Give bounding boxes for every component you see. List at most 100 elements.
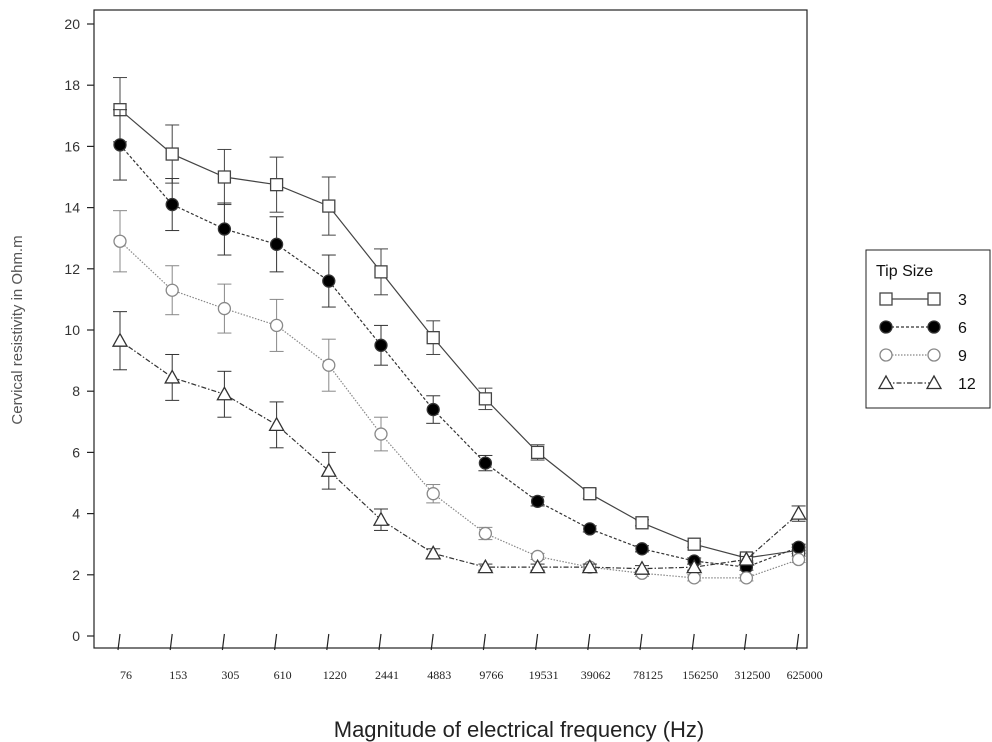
y-axis-title: Cervical resistivity in Ohm.m (9, 235, 26, 424)
data-point (216, 385, 233, 401)
legend-label: 12 (958, 376, 976, 393)
data-point (635, 516, 649, 530)
data-point (478, 526, 493, 541)
data-point (372, 511, 390, 526)
data-point (322, 199, 336, 213)
x-tick (117, 633, 121, 651)
y-axis: 0 2 4 6 8 10 12 14 16 18 20 (64, 16, 94, 644)
x-tick (326, 633, 330, 651)
x-tick-label: 4883 (427, 668, 451, 682)
data-point (687, 571, 701, 585)
legend-marker-end (927, 348, 941, 362)
x-tick-label: 39062 (581, 668, 611, 682)
data-point (686, 558, 703, 574)
x-axis-title: Magnitude of electrical frequency (Hz) (334, 717, 705, 742)
data-point (217, 170, 232, 184)
x-tick (535, 633, 539, 651)
x-tick-label: 312500 (734, 668, 770, 682)
y-tick-label: 18 (64, 77, 80, 93)
data-point (583, 487, 597, 501)
x-tick (221, 633, 225, 651)
data-point (791, 540, 806, 554)
y-tick-label: 16 (64, 138, 80, 154)
y-tick-label: 20 (64, 16, 80, 32)
legend-label: 6 (958, 320, 967, 337)
series-6 (113, 109, 806, 574)
legend-label: 9 (958, 348, 967, 365)
data-point (529, 558, 546, 574)
data-point (165, 283, 179, 297)
x-tick-label: 76 (120, 668, 132, 682)
series-12 (111, 311, 807, 575)
data-point (478, 456, 493, 470)
x-tick (691, 633, 695, 651)
data-point (269, 237, 284, 251)
legend-item-9: 9 (879, 348, 967, 365)
legend-title: Tip Size (876, 263, 933, 280)
x-tick-label: 78125 (633, 668, 663, 682)
x-tick (796, 633, 800, 651)
data-point (426, 402, 440, 417)
series-9 (113, 210, 806, 585)
x-tick-label: 610 (274, 668, 292, 682)
x-tick (169, 633, 173, 651)
data-point (165, 197, 179, 212)
legend-marker-start (879, 348, 893, 362)
data-point (739, 571, 754, 585)
data-point (635, 542, 649, 556)
x-tick-label: 625000 (787, 668, 823, 682)
data-point (530, 494, 545, 509)
y-tick-label: 0 (72, 628, 80, 644)
legend-item-12: 12 (877, 374, 976, 393)
data-point (477, 558, 494, 574)
data-point (113, 234, 127, 248)
data-point (374, 427, 388, 441)
x-tick-label: 1220 (323, 668, 347, 682)
x-tick-label: 305 (221, 668, 239, 682)
series-line (119, 144, 799, 568)
y-tick-label: 4 (72, 506, 80, 522)
x-tick (430, 633, 434, 651)
y-tick-label: 2 (72, 567, 80, 583)
data-point (478, 392, 493, 406)
legend-label: 3 (958, 292, 967, 309)
y-tick-label: 14 (64, 200, 80, 216)
series-3 (113, 77, 806, 565)
data-point (269, 177, 284, 192)
data-point (217, 301, 232, 316)
x-tick-label: 2441 (375, 668, 399, 682)
x-tick (378, 633, 382, 651)
legend-item-6: 6 (879, 320, 967, 337)
data-point (426, 330, 440, 345)
data-point (790, 505, 807, 520)
data-point (374, 265, 388, 279)
legend-marker-start (879, 292, 893, 306)
data-point (165, 147, 179, 161)
data-point (322, 358, 336, 372)
data-point (425, 545, 442, 560)
legend: Tip Size 3 6 9 12 (865, 249, 991, 409)
x-tick-label: 19531 (529, 668, 559, 682)
plot-area-frame (93, 9, 808, 649)
data-point (113, 138, 127, 152)
x-tick (274, 633, 278, 651)
x-axis: 76 153 305 610 1220 2441 4883 9766 19531 39062 781… (117, 633, 823, 682)
data-point (269, 318, 284, 333)
data-point (791, 552, 806, 567)
series-layer (111, 77, 807, 585)
legend-marker-end (925, 374, 943, 390)
x-tick (639, 633, 643, 651)
legend-item-3: 3 (879, 292, 967, 309)
series-line (119, 340, 799, 570)
data-point (322, 274, 336, 288)
data-point (217, 222, 232, 236)
y-tick-label: 12 (64, 261, 80, 277)
data-point (320, 462, 337, 477)
data-point (583, 522, 597, 536)
x-tick (482, 633, 486, 651)
data-point (426, 487, 440, 501)
x-tick (587, 633, 591, 651)
series-line (119, 240, 799, 579)
data-point (164, 369, 181, 384)
